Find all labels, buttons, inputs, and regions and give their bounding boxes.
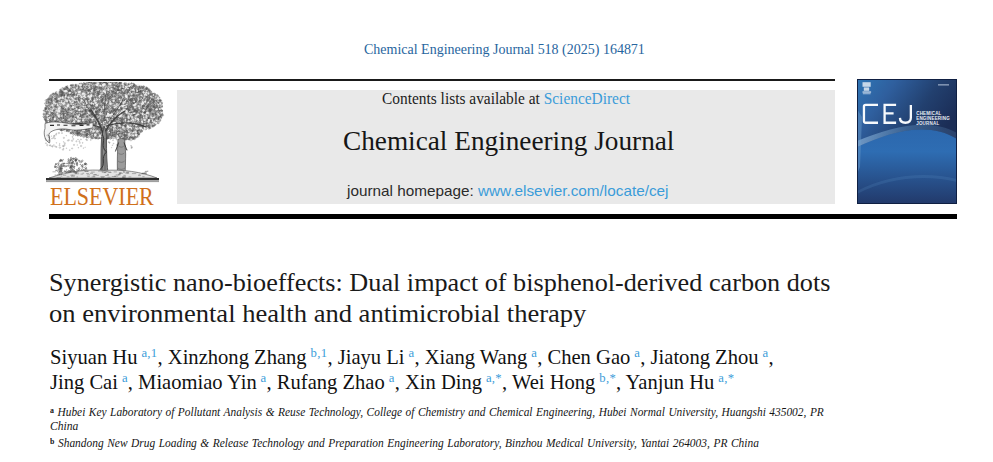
- svg-text:JOURNAL: JOURNAL: [916, 121, 939, 126]
